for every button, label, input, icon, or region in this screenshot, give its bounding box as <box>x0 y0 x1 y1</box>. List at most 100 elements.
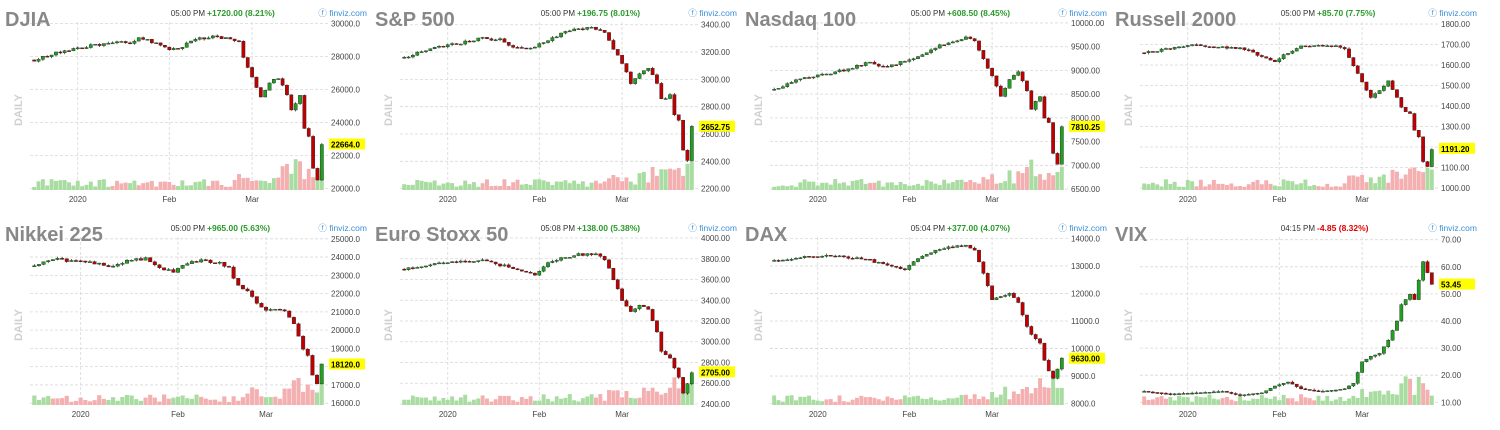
candle <box>550 259 555 264</box>
candle <box>32 264 37 267</box>
time-label: 05:00 PM <box>911 9 946 18</box>
candle-body <box>985 273 990 286</box>
candle <box>903 267 907 272</box>
candle <box>1399 303 1404 322</box>
volume-bar <box>977 399 981 405</box>
x-tick-label: Mar <box>985 195 999 204</box>
candle-body <box>842 255 846 258</box>
volume-bar <box>916 183 920 190</box>
volume-bar <box>650 387 655 405</box>
candle-body <box>1012 75 1016 80</box>
candle-body <box>1007 79 1012 89</box>
candle-body <box>807 77 811 79</box>
candle-body <box>1360 73 1364 83</box>
candle <box>97 43 102 48</box>
candle <box>977 249 981 263</box>
source-link[interactable]: ⓕ finviz.com <box>1058 8 1107 18</box>
candle <box>1025 80 1029 92</box>
candle <box>41 261 46 266</box>
candle-body <box>88 44 93 48</box>
candle-body <box>148 257 153 263</box>
volume-bar <box>1159 396 1164 405</box>
y-tick-label: 3200.00 <box>701 317 730 326</box>
volume-bar <box>302 179 307 190</box>
source-link[interactable]: ⓕ finviz.com <box>318 223 367 233</box>
candle <box>576 252 581 257</box>
last-price-label: 22664.0 <box>331 140 360 149</box>
candle-body <box>515 47 520 49</box>
candle-body <box>1342 388 1347 390</box>
volume-bar <box>959 179 964 190</box>
volume-bar <box>80 186 85 190</box>
candle-body <box>1399 97 1404 108</box>
candle <box>305 348 310 357</box>
candle <box>850 67 855 70</box>
candle-body <box>154 42 159 45</box>
candle-body <box>1303 388 1308 390</box>
candle-body <box>681 377 685 394</box>
candle <box>64 258 69 263</box>
candle <box>607 32 611 41</box>
candle <box>876 63 881 68</box>
source-link[interactable]: ⓕ finviz.com <box>688 223 737 233</box>
candle <box>1408 110 1412 114</box>
last-price-label: 2652.75 <box>701 123 730 132</box>
volume-bar <box>1425 389 1430 405</box>
candle <box>232 38 237 43</box>
volume-bar <box>942 399 947 405</box>
volume-bar <box>180 395 185 405</box>
candle <box>36 57 41 63</box>
candle-body <box>311 136 315 169</box>
volume-bar <box>1351 395 1356 405</box>
candle-body <box>581 253 585 256</box>
y-tick-label: 22000.0 <box>331 290 360 299</box>
candle-body <box>258 87 263 98</box>
x-tick-label: Mar <box>245 195 259 204</box>
candle <box>498 37 502 42</box>
volume-bar <box>306 168 311 190</box>
candle-body <box>964 244 968 247</box>
source-link[interactable]: ⓕ finviz.com <box>1058 223 1107 233</box>
candle-body <box>1042 96 1047 119</box>
volume-bar <box>193 182 198 190</box>
candle-body <box>911 58 916 61</box>
candle <box>620 287 624 301</box>
source-link[interactable]: ⓕ finviz.com <box>688 8 737 18</box>
volume-bar <box>458 185 463 190</box>
candle-body <box>820 73 824 76</box>
volume-bar <box>55 398 60 405</box>
candle-body <box>189 261 194 264</box>
candle <box>1016 70 1021 77</box>
volume-bar <box>154 186 159 190</box>
candle <box>1421 261 1425 282</box>
candle <box>1360 73 1364 83</box>
change-label: +138.00 (5.38%) <box>577 223 640 233</box>
volume-bar <box>83 399 88 405</box>
candle-body <box>1225 391 1229 393</box>
volume-bar <box>1155 184 1160 190</box>
candle-body <box>511 45 515 48</box>
candle <box>268 308 273 312</box>
candle-body <box>1416 279 1421 300</box>
candle <box>485 36 489 40</box>
candle <box>1338 45 1343 49</box>
volume-bar <box>1416 376 1421 405</box>
source-link[interactable]: ⓕ finviz.com <box>318 8 367 18</box>
volume-bar <box>1355 176 1360 190</box>
candle <box>567 29 572 33</box>
candle-body <box>1190 44 1194 46</box>
volume-bar <box>1281 394 1286 405</box>
volume-bar <box>511 182 516 190</box>
volume-bar <box>134 399 139 405</box>
source-link[interactable]: ⓕ finviz.com <box>1428 223 1477 233</box>
candle <box>428 263 433 267</box>
source-link[interactable]: ⓕ finviz.com <box>1428 8 1477 18</box>
y-tick-label: 40.00 <box>1441 317 1462 326</box>
volume-bar <box>111 397 116 405</box>
volume-bar <box>532 179 537 190</box>
period-label: DAILY <box>753 308 765 341</box>
candle-body <box>162 267 167 271</box>
candle-body <box>232 38 237 41</box>
candle <box>1012 74 1016 80</box>
volume-bar <box>990 174 995 190</box>
